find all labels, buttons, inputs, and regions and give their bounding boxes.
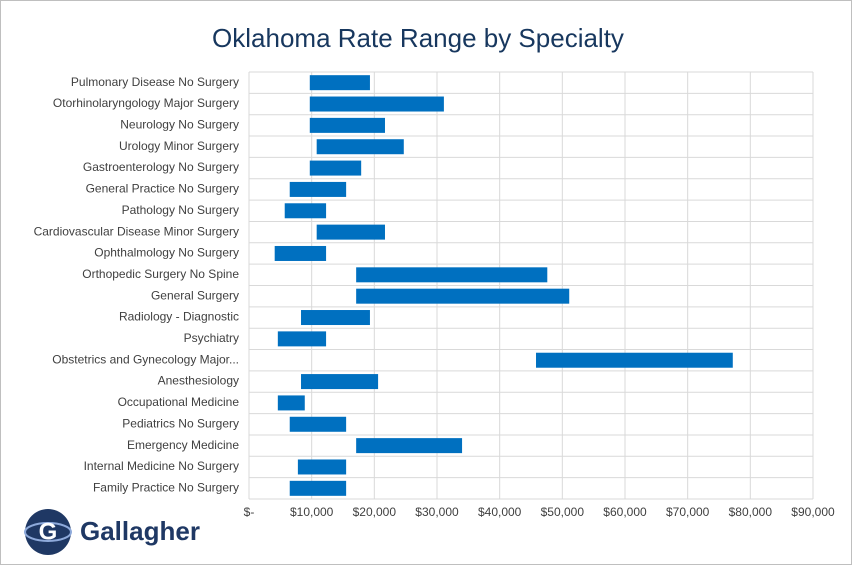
bar (277, 331, 327, 347)
bar (289, 181, 347, 197)
bar (309, 96, 444, 112)
logo-ring (24, 522, 72, 542)
y-tick-label: Orthopedic Surgery No Spine (82, 267, 239, 281)
x-tick-label: $10,000 (290, 505, 334, 519)
y-tick-label: Pathology No Surgery (122, 203, 239, 217)
y-tick-label: Occupational Medicine (118, 395, 240, 409)
y-tick-label: Otorhinolaryngology Major Surgery (53, 96, 239, 110)
bar (536, 352, 733, 368)
x-tick-label: $50,000 (541, 505, 585, 519)
bar (289, 480, 347, 496)
chart-title: Oklahoma Rate Range by Specialty (212, 23, 624, 53)
y-tick-label: Emergency Medicine (127, 438, 239, 452)
bar (309, 117, 385, 133)
bar (301, 310, 370, 326)
logo-mark: G (39, 518, 58, 545)
bar (309, 75, 370, 91)
x-tick-label: $20,000 (353, 505, 397, 519)
x-tick-label: $60,000 (603, 505, 647, 519)
y-tick-label: Cardiovascular Disease Minor Surgery (34, 224, 239, 238)
bar (316, 224, 385, 240)
logo: G Gallagher (24, 509, 200, 555)
y-tick-label: Neurology No Surgery (120, 118, 239, 132)
y-tick-label: General Practice No Surgery (86, 182, 239, 196)
bar (289, 416, 347, 432)
y-tick-label: Pulmonary Disease No Surgery (71, 75, 239, 89)
bar (297, 459, 347, 475)
y-tick-label: Pediatrics No Surgery (122, 416, 239, 430)
bar (316, 139, 404, 155)
bar (301, 374, 379, 390)
logo-text: Gallagher (80, 516, 200, 546)
x-tick-label: $30,000 (415, 505, 459, 519)
x-tick-label: $- (244, 505, 255, 519)
y-tick-label: Family Practice No Surgery (93, 480, 239, 494)
logo-globe (25, 509, 71, 555)
bar (277, 395, 305, 411)
bar (284, 203, 327, 219)
bar (356, 267, 548, 283)
bar (309, 160, 362, 176)
bar (356, 288, 570, 304)
bar (274, 245, 327, 261)
x-tick-label: $70,000 (666, 505, 710, 519)
y-tick-label: Internal Medicine No Surgery (84, 459, 239, 473)
x-tick-label: $80,000 (729, 505, 773, 519)
x-tick-label: $90,000 (791, 505, 835, 519)
y-tick-label: Radiology - Diagnostic (119, 310, 239, 324)
bar (356, 438, 463, 454)
y-tick-label: Ophthalmology No Surgery (94, 246, 239, 260)
y-tick-label: General Surgery (151, 288, 239, 302)
y-tick-label: Psychiatry (184, 331, 239, 345)
y-tick-label: Obstetrics and Gynecology Major... (52, 352, 239, 366)
y-tick-label: Urology Minor Surgery (119, 139, 239, 153)
y-tick-label: Gastroenterology No Surgery (83, 160, 239, 174)
x-tick-label: $40,000 (478, 505, 522, 519)
y-tick-label: Anesthesiology (158, 374, 239, 388)
